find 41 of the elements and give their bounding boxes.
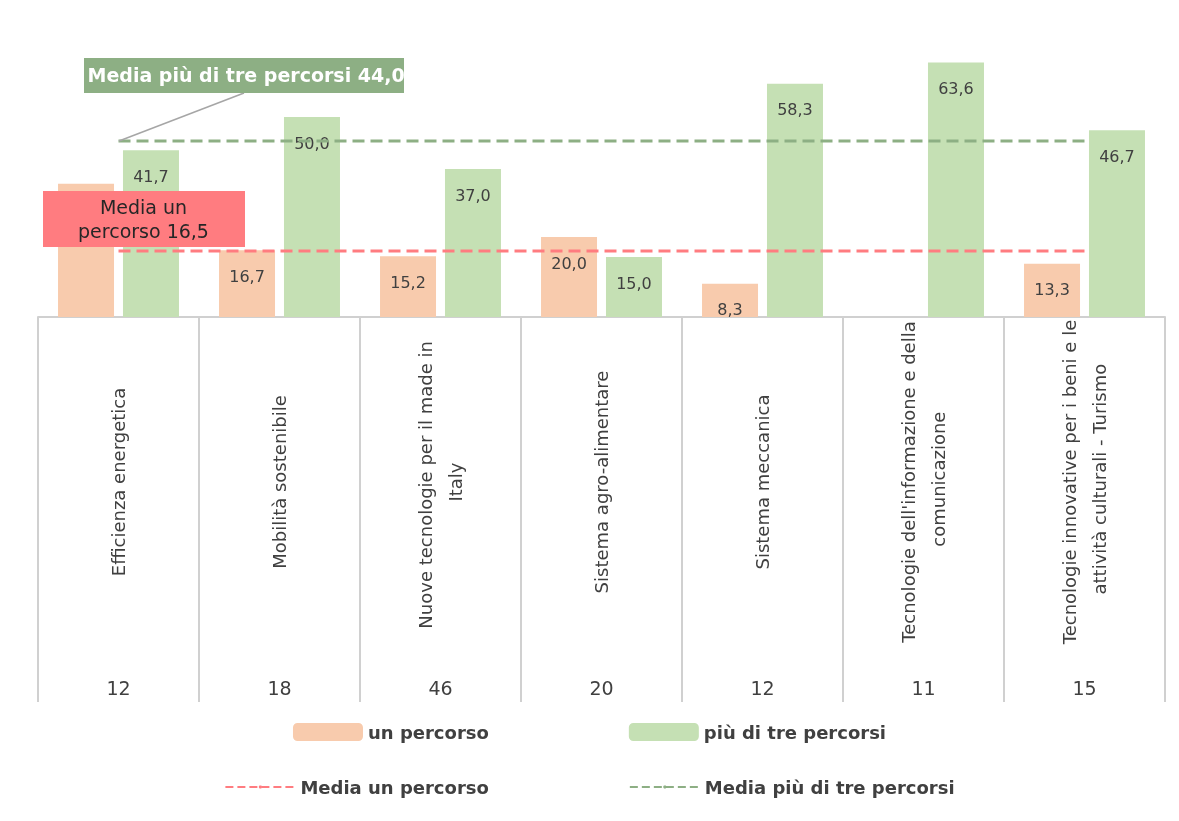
- text: 12: [106, 677, 131, 699]
- legend-label: più di tre percorsi: [703, 721, 887, 743]
- callout-box: Media un percorso 16,5: [42, 191, 245, 247]
- legend-label: un percorso: [367, 721, 489, 743]
- bar: [766, 83, 823, 317]
- x-tick-label: Tecnologie dell'informazione e della comunicazione: [898, 321, 949, 644]
- legend-label: Media più di tre percorsi: [704, 776, 955, 798]
- data-label: 20,0: [551, 253, 587, 273]
- bar: [605, 257, 662, 317]
- bar: [283, 117, 340, 317]
- bar: [219, 250, 276, 317]
- bar: [541, 237, 598, 317]
- text: 20: [589, 677, 614, 699]
- callout-box: Media più di tre percorsi 44,0: [83, 58, 404, 93]
- x-tick-label: Mobilità sostenibile: [269, 395, 290, 569]
- data-label: 15,2: [390, 272, 426, 292]
- bar: [702, 283, 759, 317]
- data-label: 46,7: [1099, 146, 1135, 166]
- data-label: 37,0: [455, 185, 491, 205]
- bar: [1024, 263, 1081, 317]
- data-label: 8,3: [717, 300, 743, 320]
- x-tick-label: Sistema meccanica: [752, 394, 773, 570]
- data-label: 63,6: [938, 79, 974, 99]
- text: 46: [428, 677, 453, 699]
- bar: [927, 62, 984, 317]
- bar: [1088, 130, 1145, 317]
- text: 18: [267, 677, 292, 699]
- data-label: 15,0: [616, 273, 652, 293]
- legend-label: Media un percorso: [300, 776, 489, 798]
- x-tick-label: Efficienza energetica: [108, 387, 129, 577]
- text: 12: [750, 677, 775, 699]
- data-label: 13,3: [1034, 280, 1070, 300]
- bar: [444, 169, 501, 317]
- x-tick-label: Sistema agro-alimentare: [591, 370, 612, 594]
- data-label: 16,7: [229, 266, 265, 286]
- data-label: 58,3: [777, 100, 813, 120]
- data-label: 41,7: [133, 166, 169, 186]
- text: 15: [1072, 677, 1097, 699]
- bar: [380, 256, 437, 317]
- x-tick-label: Nuove tecnologie per il made in Italy: [415, 335, 466, 629]
- text: 11: [911, 677, 936, 699]
